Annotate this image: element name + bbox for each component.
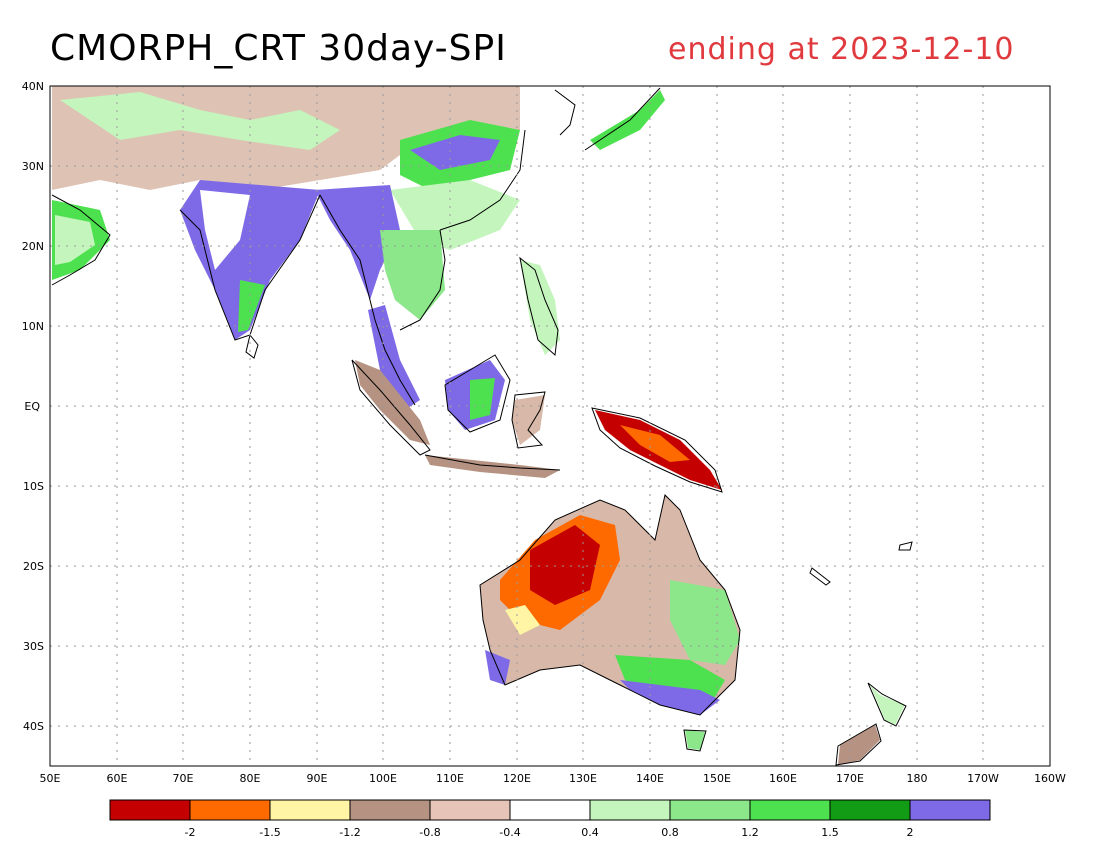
coastlines — [51, 87, 913, 766]
lon-labels: 50E 60E 70E 80E 90E 100E 110E 120E 130E … — [40, 772, 1067, 785]
australia-east-green — [670, 580, 740, 665]
philippines-coast — [519, 256, 559, 357]
legend-tick-label: -2 — [185, 826, 196, 839]
lon-label: 140E — [636, 772, 664, 785]
legend-swatch — [269, 799, 351, 821]
lat-label: 10N — [22, 320, 44, 333]
new-guinea-mix — [620, 425, 690, 462]
sumatra-patch — [355, 360, 430, 445]
map-title: CMORPH_CRT 30day-SPI — [50, 28, 507, 69]
nz-north-patch — [870, 685, 905, 725]
legend-tick-label: 1.5 — [821, 826, 839, 839]
new-caledonia-coast — [809, 567, 831, 586]
indochina-green — [380, 230, 445, 320]
lon-label: 120E — [503, 772, 531, 785]
lon-label: 170E — [836, 772, 864, 785]
japan-coast — [584, 87, 661, 151]
new-guinea-coast — [591, 407, 723, 493]
lon-label: 150E — [703, 772, 731, 785]
legend-swatch — [109, 799, 191, 821]
map-frame — [49, 85, 1051, 767]
lon-label: 170W — [967, 772, 999, 785]
lon-label: 130E — [569, 772, 597, 785]
lon-label: 100E — [369, 772, 397, 785]
sumatra-coast — [351, 359, 431, 456]
malay-patch — [368, 305, 420, 410]
legend-swatch — [509, 799, 591, 821]
legend-swatch — [429, 799, 511, 821]
tasmania-patch — [685, 730, 705, 750]
tasmania-coast — [683, 729, 707, 752]
asia-wet-patch — [60, 92, 340, 150]
india-green-edge — [238, 280, 265, 332]
lat-label: 20S — [23, 560, 44, 573]
philippines-patch — [520, 260, 560, 355]
lat-label: 20N — [22, 240, 44, 253]
legend-tick-label: 1.2 — [741, 826, 759, 839]
vietnam-coast — [399, 229, 446, 331]
legend-swatch — [669, 799, 751, 821]
legend-tick-label: -0.8 — [419, 826, 440, 839]
lon-label: 70E — [173, 772, 194, 785]
indochina-patch — [315, 185, 400, 300]
india-white — [200, 190, 250, 270]
indochina-coast — [319, 194, 416, 406]
spi-field — [52, 86, 905, 765]
australia-south-purple — [620, 680, 720, 715]
lon-label: 90E — [307, 772, 328, 785]
lon-label: 50E — [40, 772, 61, 785]
lat-label: 40S — [23, 720, 44, 733]
lat-label: 40N — [22, 80, 44, 93]
borneo-inner — [470, 378, 495, 420]
india-coast — [179, 194, 321, 341]
lon-label: 180 — [907, 772, 928, 785]
sulawesi-patch — [512, 395, 545, 445]
lat-labels: 40N 30N 20N 10N EQ 10S 20S 30S 40S — [22, 80, 44, 733]
legend-tick-labels: -2 -1.5 -1.2 -0.8 -0.4 0.4 0.8 1.2 1.5 2 — [185, 826, 914, 839]
date-label: ending at 2023-12-10 — [668, 32, 1015, 67]
lon-label: 160E — [769, 772, 797, 785]
legend-swatch — [349, 799, 431, 821]
lat-label: 30S — [23, 640, 44, 653]
nz-south-patch — [838, 725, 880, 765]
japan-patch — [590, 90, 665, 150]
legend-tick-label: -1.2 — [339, 826, 360, 839]
fiji-coast — [898, 541, 913, 551]
sri-lanka-coast — [245, 333, 259, 359]
lat-label: 10S — [23, 480, 44, 493]
legend-swatch — [829, 799, 911, 821]
nz-south-coast — [835, 723, 882, 766]
korea-coast — [554, 89, 576, 136]
legend-tick-label: -1.5 — [259, 826, 280, 839]
lat-label: 30N — [22, 160, 44, 173]
legend-swatch — [749, 799, 831, 821]
lat-label: EQ — [24, 400, 40, 413]
arabia-inner — [55, 215, 95, 265]
legend-swatch — [189, 799, 271, 821]
java-coast — [424, 454, 561, 471]
borneo-coast — [444, 354, 511, 433]
legend-colorbar — [109, 799, 991, 821]
legend-tick-label: 0.8 — [661, 826, 679, 839]
lon-label: 110E — [436, 772, 464, 785]
lon-label: 160W — [1034, 772, 1066, 785]
legend-tick-label: -0.4 — [499, 826, 520, 839]
gridlines — [50, 86, 1050, 766]
legend-tick-label: 0.4 — [581, 826, 599, 839]
australia-yellow-spots — [505, 605, 540, 635]
australia-severe-core — [530, 525, 600, 605]
nz-north-coast — [867, 682, 907, 727]
sulawesi-coast — [511, 391, 546, 449]
lon-label: 80E — [240, 772, 261, 785]
lon-label: 60E — [107, 772, 128, 785]
arabia-coast — [51, 194, 111, 286]
yangtze-very-wet — [410, 135, 500, 170]
legend-tick-label: 2 — [907, 826, 914, 839]
legend-swatch — [909, 799, 991, 821]
legend-swatch — [589, 799, 671, 821]
china-coast — [439, 129, 526, 231]
